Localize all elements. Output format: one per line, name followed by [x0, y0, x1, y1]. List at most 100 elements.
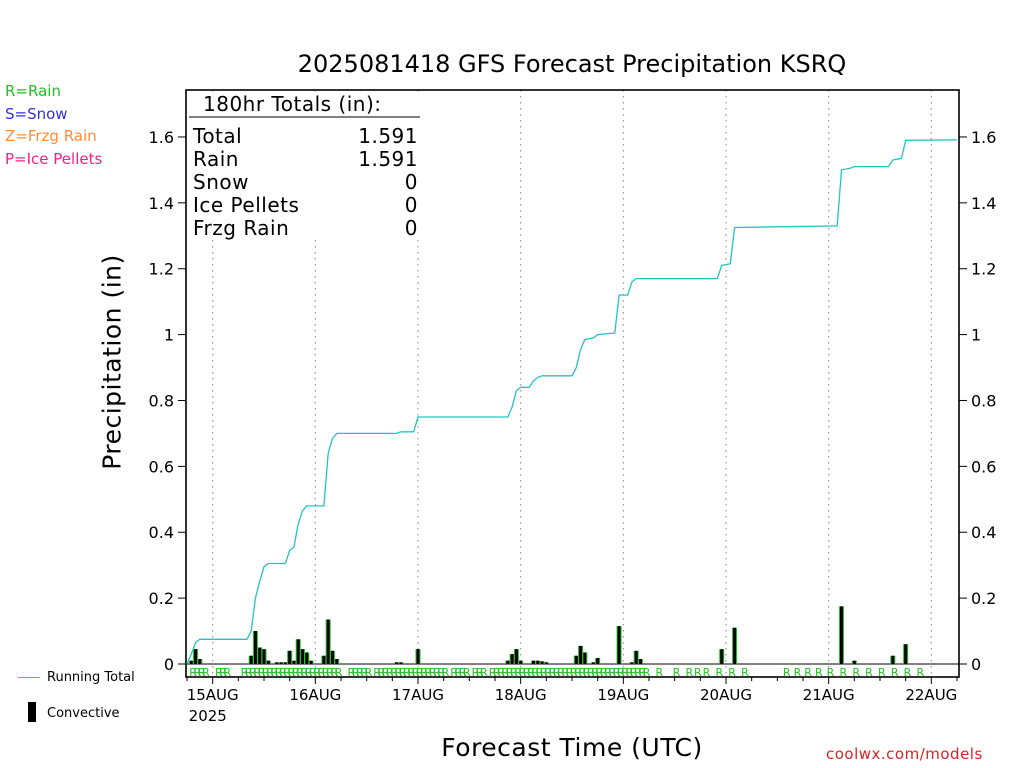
legend-rain: R=Rain	[5, 82, 61, 100]
rain-marker: R	[583, 666, 591, 679]
rain-marker: R	[258, 666, 266, 679]
convective-bar	[532, 660, 535, 664]
rain-marker: R	[378, 666, 386, 679]
rain-marker: R	[365, 666, 373, 679]
convective-bar	[840, 606, 843, 664]
rain-marker: R	[403, 666, 411, 679]
rain-marker: R	[638, 666, 646, 679]
rain-marker: R	[600, 666, 608, 679]
legend-ice-pellets: P=Ice Pellets	[5, 150, 103, 168]
convective-bar	[638, 659, 642, 664]
convective-bar	[536, 660, 540, 664]
rain-marker: R	[433, 666, 441, 679]
rain-marker: R	[596, 666, 604, 679]
rain-marker: R	[348, 666, 356, 679]
rain-marker: R	[202, 666, 210, 679]
rain-marker: R	[506, 666, 514, 679]
x-tick-label: 22AUG	[905, 686, 957, 704]
rain-marker: R	[352, 666, 360, 679]
totals-value: 0	[405, 170, 418, 194]
rain-marker: R	[241, 666, 249, 679]
rain-marker: R	[420, 666, 428, 679]
rain-marker: R	[198, 666, 206, 679]
rain-marker: R	[694, 666, 702, 679]
rain-marker: R	[544, 666, 552, 679]
rain-marker: R	[728, 666, 736, 679]
convective-bar	[309, 660, 313, 664]
rain-marker: R	[840, 666, 848, 679]
rain-marker: R	[245, 666, 253, 679]
rain-marker: R	[322, 666, 330, 679]
rain-marker: R	[442, 666, 450, 679]
totals-label: Ice Pellets	[193, 193, 299, 217]
convective-bar	[275, 662, 279, 664]
convective-bar	[540, 661, 544, 664]
convective-legend-swatch	[28, 702, 36, 722]
rain-marker: R	[356, 666, 364, 679]
rain-marker: R	[587, 666, 595, 679]
convective-bar	[292, 660, 296, 664]
convective-bar	[395, 662, 399, 664]
totals-label: Total	[192, 124, 242, 148]
rain-marker: R	[609, 666, 617, 679]
rain-marker: R	[626, 666, 634, 679]
y-tick-label-left: 1.2	[149, 260, 174, 279]
rain-marker: R	[741, 666, 749, 679]
rain-marker: R	[224, 666, 232, 679]
rain-marker: R	[326, 666, 334, 679]
convective-bar	[399, 662, 403, 664]
rain-marker: R	[514, 666, 522, 679]
y-tick-label-right: 1.2	[971, 260, 996, 279]
y-tick-label-left: 0.4	[149, 523, 174, 542]
rain-marker: R	[472, 666, 480, 679]
rain-marker: R	[450, 666, 458, 679]
rain-marker: R	[566, 666, 574, 679]
convective-bar	[279, 662, 283, 664]
convective-bar	[514, 649, 518, 664]
convective-bar	[189, 660, 193, 664]
rain-marker: R	[262, 666, 270, 679]
rain-marker: R	[279, 666, 287, 679]
y-tick-label-left: 1.6	[149, 128, 174, 147]
x-tick-label: 16AUG	[289, 686, 341, 704]
y-tick-label-left: 1	[164, 326, 174, 345]
convective-bar	[591, 662, 595, 664]
rain-marker: R	[549, 666, 557, 679]
running-total-legend-line	[18, 677, 40, 678]
rain-marker: R	[634, 666, 642, 679]
rain-marker: R	[215, 666, 223, 679]
convective-bar	[322, 655, 326, 664]
y-tick-label-left: 1.4	[149, 194, 174, 213]
convective-bar	[506, 660, 510, 664]
convective-bar	[852, 660, 856, 664]
rain-marker: R	[373, 666, 381, 679]
convective-bar	[596, 658, 600, 664]
rain-marker: R	[249, 666, 257, 679]
rain-marker: R	[271, 666, 279, 679]
site-credit: coolwx.com/models	[826, 745, 983, 763]
rain-marker: R	[425, 666, 433, 679]
rain-marker: R	[399, 666, 407, 679]
rain-marker: R	[480, 666, 488, 679]
convective-bar	[288, 650, 292, 664]
rain-marker: R	[630, 666, 638, 679]
x-tick-label: 19AUG	[597, 686, 649, 704]
convective-bar	[583, 652, 587, 664]
convective-bar	[544, 662, 548, 664]
convective-bar	[305, 652, 309, 664]
convective-bar	[720, 649, 724, 664]
rain-marker: R	[502, 666, 510, 679]
convective-bar	[258, 647, 262, 664]
x-tick-label: 15AUG	[187, 686, 239, 704]
rain-marker: R	[395, 666, 403, 679]
convective-bar	[194, 649, 198, 664]
y-tick-label-right: 0.2	[971, 589, 996, 608]
y-tick-label-right: 0	[971, 655, 981, 674]
rain-marker: R	[437, 666, 445, 679]
convective-bar	[198, 659, 202, 664]
totals-header: 180hr Totals (in):	[203, 92, 382, 116]
y-tick-label-right: 1.6	[971, 128, 996, 147]
rain-marker: R	[476, 666, 484, 679]
rain-marker: R	[382, 666, 390, 679]
